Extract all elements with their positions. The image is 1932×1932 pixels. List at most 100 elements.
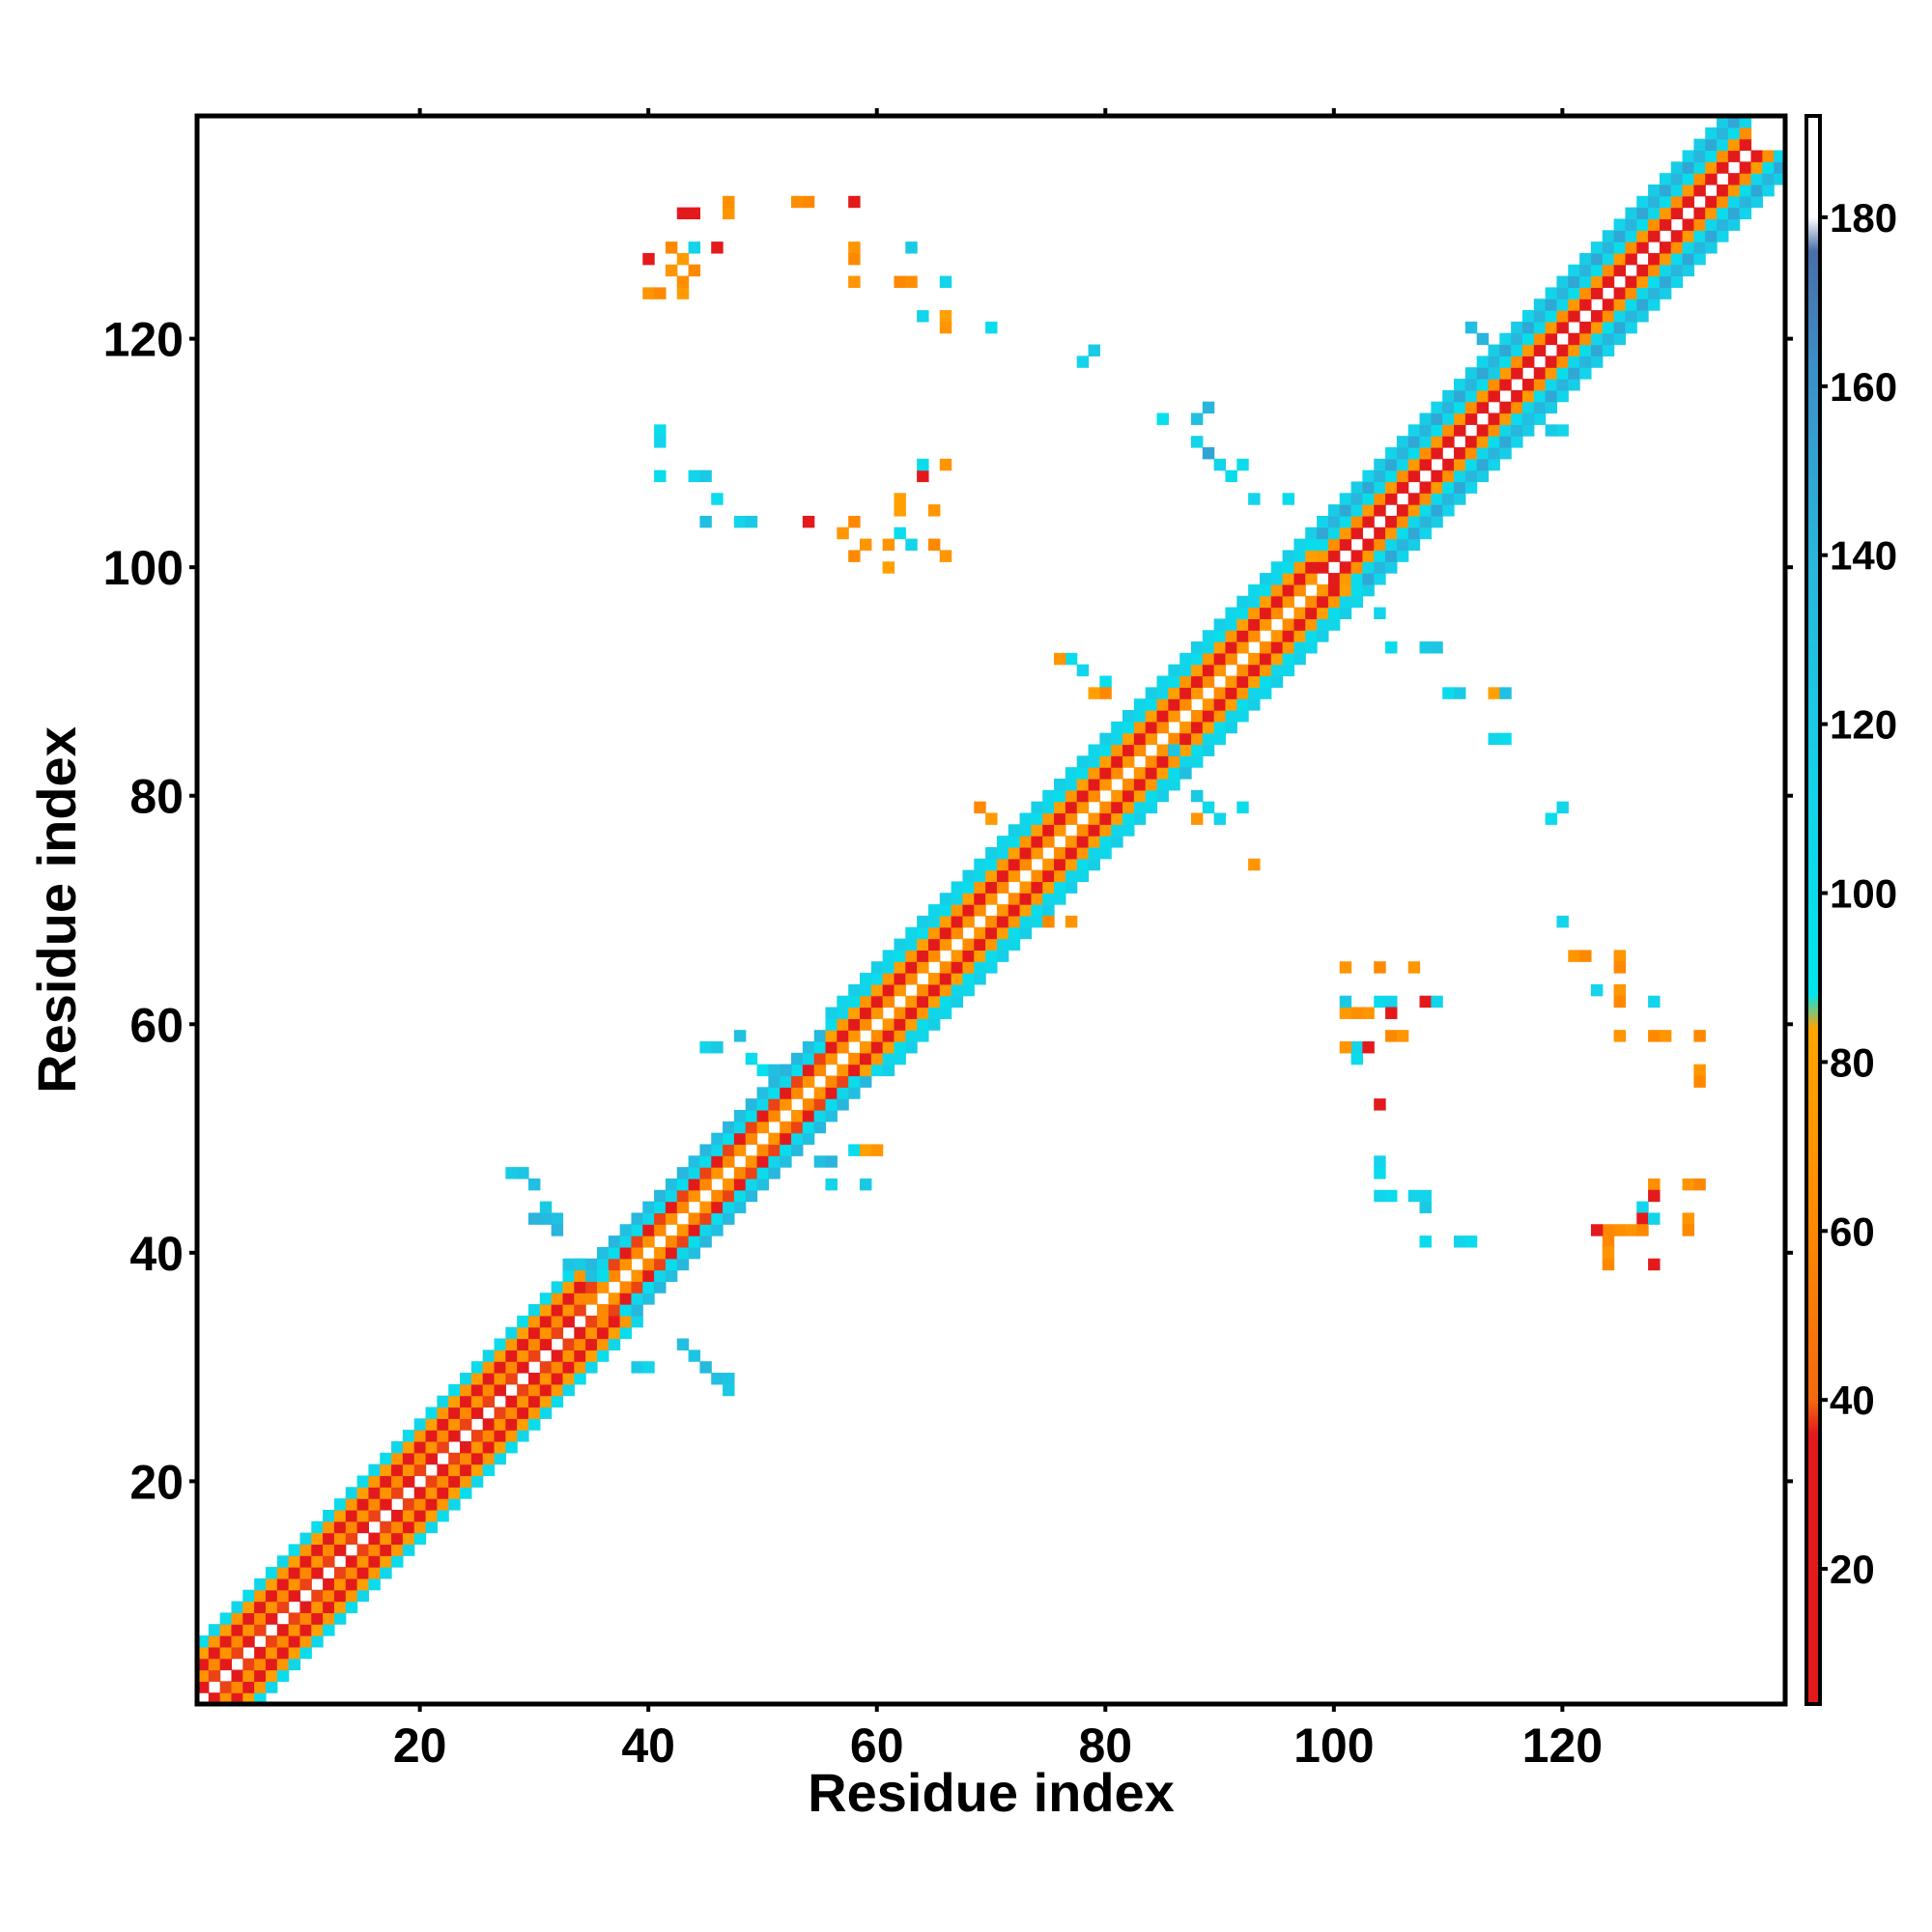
heatmap-cell [780,1121,792,1134]
heatmap-cell [1190,732,1204,746]
heatmap-cell [905,938,918,951]
heatmap-cell [585,1258,598,1271]
heatmap-cell [917,1018,929,1031]
heatmap-cell [1431,469,1443,483]
heatmap-cell [1282,550,1295,562]
heatmap-cell [574,1350,586,1362]
heatmap-cell [1156,687,1169,699]
heatmap-cell [1613,1030,1627,1042]
heatmap-cell [1613,950,1627,962]
heatmap-cell [219,1692,233,1705]
heatmap-cell [1625,230,1637,242]
heatmap-cell [1317,561,1329,574]
heatmap-cell [1076,664,1090,677]
heatmap-cell [894,504,906,517]
heatmap-cell [1579,275,1592,289]
heatmap-cell [425,1475,438,1488]
heatmap-cell [745,1167,758,1179]
heatmap-cell [1362,561,1375,574]
heatmap-cell [356,1520,370,1534]
heatmap-cell [1511,389,1523,403]
heatmap-cell [1122,755,1135,768]
heatmap-cell [699,1155,712,1168]
heatmap-cell [219,1658,233,1671]
heatmap-cell [733,1030,747,1042]
heatmap-cell [551,1350,564,1362]
heatmap-cell [1190,436,1204,448]
heatmap-cell [813,1030,827,1042]
heatmap-cell [1454,1236,1466,1248]
heatmap-cell [631,1236,643,1248]
heatmap-cell [1636,1224,1649,1236]
heatmap-cell [1442,458,1455,471]
heatmap-cell [733,1109,747,1122]
heatmap-cell [1464,436,1478,448]
heatmap-cell [276,1635,290,1648]
heatmap-cell [642,252,655,266]
heatmap-cell [927,1018,941,1031]
heatmap-cell [1065,836,1078,848]
heatmap-cell [1259,618,1272,631]
heatmap-cell [939,938,952,951]
heatmap-cell [1717,230,1729,242]
heatmap-cell [985,893,998,905]
heatmap-cell [299,1624,312,1636]
heatmap-cell [951,950,964,962]
heatmap-cell [1202,732,1215,746]
heatmap-cell [1076,801,1090,814]
heatmap-cell [402,1498,415,1511]
heatmap-cell [676,1178,690,1191]
heatmap-cell [756,1167,769,1179]
heatmap-cell [482,1350,496,1362]
heatmap-cell [1682,252,1694,266]
heatmap-cell [1019,904,1032,917]
heatmap-cell [1499,687,1512,699]
heatmap-cell [1636,287,1649,299]
heatmap-cell [1339,504,1352,517]
heatmap-cell [1190,641,1204,654]
heatmap-cell [380,1498,392,1511]
heatmap-cell [1431,641,1443,654]
heatmap-cell [1590,252,1604,266]
heatmap-cell [1088,858,1100,871]
heatmap-cell [905,950,918,962]
heatmap-cell [1545,424,1558,437]
heatmap-cell [1202,801,1215,814]
heatmap-cell [1419,424,1432,437]
heatmap-cell [1476,355,1490,368]
heatmap-cell [608,1269,621,1282]
heatmap-cell [299,1635,312,1648]
heatmap-cell [608,1304,621,1317]
heatmap-cell [608,1236,621,1248]
heatmap-cell [1190,789,1204,803]
heatmap-cell [1374,961,1386,974]
heatmap-cell [1442,412,1455,425]
heatmap-cell [1533,412,1547,425]
heatmap-cell [1076,355,1090,368]
heatmap-cell [699,1361,712,1374]
heatmap-cell [870,1064,884,1077]
heatmap-cell [1727,207,1741,220]
heatmap-cell [413,1487,427,1499]
heatmap-cell [1556,321,1569,334]
heatmap-cell [539,1293,553,1305]
heatmap-cell [1339,573,1352,585]
heatmap-cell [527,1350,541,1362]
heatmap-cell [768,1144,781,1156]
heatmap-cell [333,1567,347,1579]
heatmap-cell [1648,1030,1661,1042]
heatmap-cell [1533,401,1547,414]
heatmap-cell [1019,846,1032,860]
heatmap-cell [723,1178,735,1191]
heatmap-cell [1705,218,1718,231]
heatmap-cell [642,1236,655,1248]
heatmap-cell [1511,367,1523,380]
heatmap-cell [974,801,986,814]
heatmap-cell [768,1098,781,1111]
heatmap-cell [825,1109,838,1122]
heatmap-cell [1374,458,1386,471]
y-tick-label: 60 [129,998,184,1052]
heatmap-cell [1350,550,1363,562]
plot-frame [194,113,1788,1707]
heatmap-cell [1682,173,1694,185]
